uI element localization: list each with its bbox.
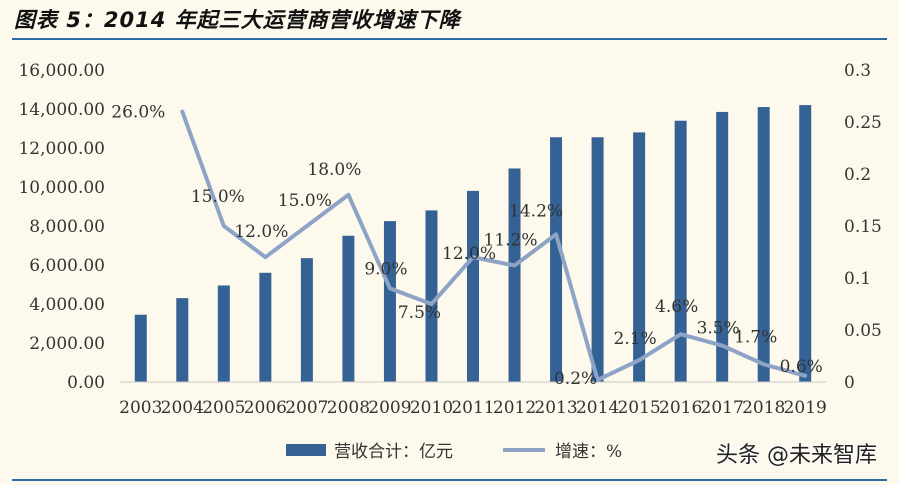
figure-title: 图表 5：2014 年起三大运营商营收增速下降: [14, 8, 461, 32]
right-axis-tick-label: 0.25: [844, 113, 882, 133]
revenue-bar: [799, 105, 812, 382]
x-tick-label: 2010: [410, 398, 453, 418]
growth-data-label: 15.0%: [191, 187, 245, 207]
x-tick-label: 2018: [742, 398, 785, 418]
left-axis-tick-label: 12,000.00: [18, 139, 105, 159]
growth-series-line: [180, 109, 808, 382]
revenue-bar: [591, 137, 604, 382]
left-axis-tick-label: 2,000.00: [29, 334, 105, 354]
growth-data-label: 9.0%: [364, 259, 407, 279]
top-rule: [12, 38, 887, 40]
x-tick-label: 2007: [285, 398, 328, 418]
growth-data-label: 18.0%: [307, 160, 361, 180]
growth-data-label: 4.6%: [655, 297, 698, 317]
revenue-bar: [467, 190, 479, 382]
growth-data-label: 1.7%: [734, 327, 777, 347]
x-tick-label: 2005: [202, 398, 245, 418]
right-axis-tick-label: 0.3: [844, 61, 871, 81]
x-tick-label: 2011: [451, 398, 494, 418]
growth-data-label: 15.0%: [278, 191, 332, 211]
growth-data-label: 0.2%: [554, 369, 597, 389]
x-tick-label: 2013: [534, 398, 577, 418]
revenue-bar: [383, 221, 396, 382]
right-axis: 0 0.05 0.1 0.15 0.2 0.25 0.3: [844, 61, 882, 393]
right-axis-tick-label: 0: [844, 373, 855, 393]
legend-bar-label: 营收合计：亿元: [334, 442, 453, 462]
growth-line: [180, 109, 808, 382]
x-tick-label: 2008: [327, 398, 370, 418]
revenue-bar: [757, 107, 770, 383]
x-tick-label: 2003: [119, 398, 162, 418]
x-tick-label: 2016: [659, 398, 702, 418]
left-axis-tick-label: 10,000.00: [18, 178, 105, 198]
revenue-bar: [259, 272, 272, 382]
revenue-bar: [134, 314, 147, 382]
revenue-bar: [176, 298, 189, 382]
growth-data-label: 14.2%: [509, 201, 563, 221]
left-axis-tick-label: 4,000.00: [29, 295, 105, 315]
growth-labels: 26.0%15.0%12.0%15.0%18.0%9.0%7.5%12.0%11…: [111, 103, 823, 389]
growth-data-label: 12.0%: [234, 222, 288, 242]
growth-data-label: 26.0%: [111, 103, 165, 123]
left-axis-tick-label: 14,000.00: [18, 100, 105, 120]
legend-line-label: 增速：%: [555, 442, 622, 462]
right-axis-tick-label: 0.05: [844, 321, 882, 341]
legend-bar-swatch: [286, 444, 326, 456]
legend: 营收合计：亿元 增速：%: [286, 442, 622, 462]
x-axis: 2003200420052006200720082009201020112012…: [119, 381, 827, 418]
x-tick-label: 2014: [576, 398, 619, 418]
revenue-bar: [716, 111, 729, 383]
right-axis-tick-label: 0.1: [844, 269, 871, 289]
x-tick-label: 2009: [368, 398, 411, 418]
x-tick-label: 2012: [493, 398, 536, 418]
x-tick-label: 2019: [784, 398, 827, 418]
bottom-rule: [12, 479, 887, 481]
left-axis-tick-label: 6,000.00: [29, 256, 105, 276]
revenue-bar: [425, 210, 438, 382]
growth-data-label: 7.5%: [398, 303, 441, 323]
x-tick-label: 2015: [617, 398, 660, 418]
revenue-bar: [217, 285, 230, 382]
revenue-bar: [550, 137, 563, 382]
x-tick-label: 2017: [701, 398, 744, 418]
left-axis: 0.00 2,000.00 4,000.00 6,000.00 8,000.00 10,0…: [18, 61, 105, 393]
growth-data-label: 0.6%: [780, 357, 823, 377]
growth-data-label: 3.5%: [697, 319, 740, 339]
watermark: 头条 @未来智库: [716, 443, 877, 468]
revenue-bars: [134, 105, 812, 383]
left-axis-tick-label: 8,000.00: [29, 217, 105, 237]
left-axis-tick-label: 16,000.00: [18, 61, 105, 81]
revenue-bar: [300, 258, 313, 382]
growth-data-label: 2.1%: [614, 329, 657, 349]
revenue-bar: [508, 168, 521, 382]
revenue-bar: [342, 235, 355, 382]
revenue-bar: [674, 120, 687, 382]
right-axis-tick-label: 0.15: [844, 217, 882, 237]
growth-data-label: 11.2%: [484, 231, 538, 251]
left-axis-tick-label: 0.00: [67, 373, 105, 393]
right-axis-tick-label: 0.2: [844, 165, 871, 185]
growth-data-label: 12.0%: [442, 244, 496, 264]
x-tick-label: 2004: [161, 398, 204, 418]
revenue-bar: [633, 132, 646, 382]
x-tick-label: 2006: [244, 398, 287, 418]
